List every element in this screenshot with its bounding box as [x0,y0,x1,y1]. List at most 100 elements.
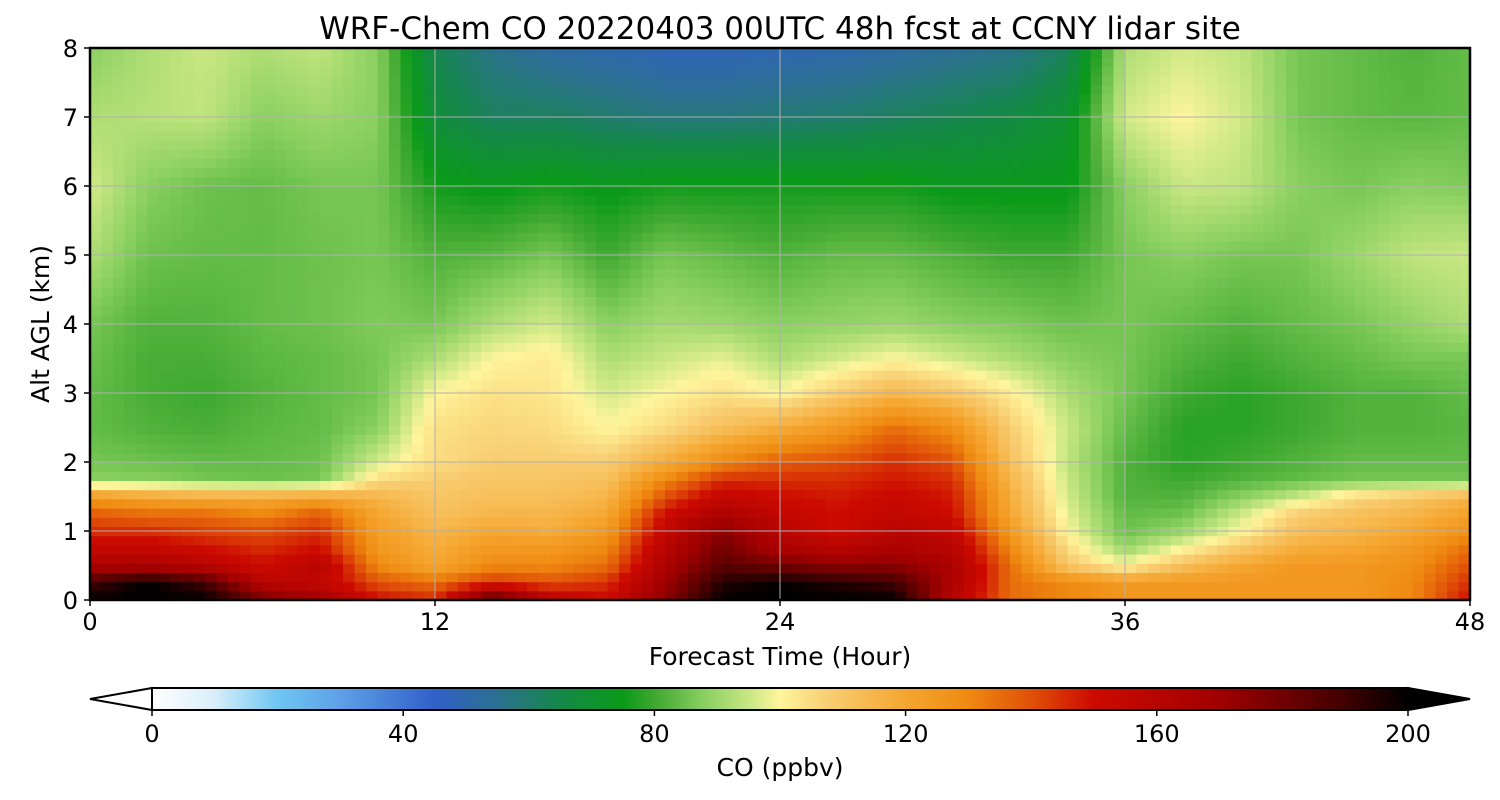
heatmap-cell [515,397,528,408]
heatmap-cell [837,296,850,307]
heatmap-cell [883,149,896,159]
heatmap-cell [573,167,586,178]
heatmap-cell [803,351,816,362]
heatmap-cell [147,241,160,251]
heatmap-cell [159,149,172,159]
heatmap-cell [113,158,126,169]
heatmap-cell [642,324,655,334]
heatmap-cell [849,360,862,371]
heatmap-cell [688,278,701,288]
heatmap-cell [791,186,804,196]
heatmap-cell [630,498,643,509]
heatmap-cell [205,213,218,224]
heatmap-cell [653,84,666,95]
heatmap-cell [193,563,206,573]
heatmap-cell [262,535,275,546]
heatmap-cell [147,563,160,573]
heatmap-cell [527,232,540,242]
heatmap-cell [699,406,712,417]
heatmap-cell [860,508,873,518]
heatmap-cell [504,590,517,601]
heatmap-cell [699,452,712,463]
heatmap-cell [607,508,620,518]
heatmap-cell [527,406,540,417]
heatmap-cell [469,204,482,215]
heatmap-cell [711,149,724,159]
heatmap-cell [814,590,827,601]
heatmap-cell [803,94,816,104]
heatmap-cell [699,590,712,601]
heatmap-cell [607,563,620,573]
heatmap-cell [734,278,747,288]
heatmap-cell [883,94,896,104]
heatmap-cell [653,158,666,169]
heatmap-cell [159,296,172,307]
heatmap-cell [1021,351,1034,362]
heatmap-cell [1010,121,1023,132]
heatmap-cell [435,204,448,215]
heatmap-cell [193,425,206,435]
heatmap-cell [538,84,551,95]
heatmap-cell [584,498,597,509]
heatmap-cell [308,342,321,353]
heatmap-cell [481,186,494,196]
heatmap-cell [124,563,137,573]
heatmap-cell [90,370,103,380]
heatmap-cell [343,287,356,297]
heatmap-cell [734,462,747,472]
heatmap-cell [331,296,344,307]
heatmap-cell [906,158,919,169]
heatmap-cell [837,48,850,58]
heatmap-cell [1033,434,1046,445]
heatmap-cell [308,195,321,205]
heatmap-cell [262,103,275,113]
heatmap-cell [446,351,459,362]
heatmap-cell [228,186,241,196]
heatmap-cell [860,554,873,564]
heatmap-cell [458,314,471,325]
heatmap-cell [435,535,448,546]
heatmap-cell [964,314,977,325]
heatmap-cell [872,167,885,178]
heatmap-cell [113,554,126,564]
heatmap-cell [136,140,149,150]
heatmap-cell [458,305,471,316]
heatmap-cell [918,167,931,178]
heatmap-cell [159,360,172,371]
heatmap-cell [803,232,816,242]
heatmap-cell [584,351,597,362]
heatmap-cell [274,121,287,132]
heatmap-cell [975,296,988,307]
heatmap-cell [159,498,172,509]
heatmap-cell [308,296,321,307]
heatmap-cell [952,167,965,178]
heatmap-cell [757,590,770,601]
heatmap-cell [596,314,609,325]
heatmap-cell [377,287,390,297]
heatmap-cell [952,287,965,297]
heatmap-cell [366,222,379,233]
heatmap-cell [354,498,367,509]
heatmap-cell [734,333,747,343]
heatmap-cell [113,324,126,334]
heatmap-cell [906,204,919,215]
heatmap-cell [377,103,390,113]
heatmap-cell [1010,84,1023,95]
heatmap-cell [998,590,1011,601]
heatmap-cell [550,480,563,491]
heatmap-cell [918,416,931,426]
heatmap-cell [423,204,436,215]
heatmap-cell [147,351,160,362]
heatmap-cell [481,590,494,601]
heatmap-cell [251,508,264,518]
heatmap-cell [1021,167,1034,178]
heatmap-cell [515,379,528,389]
heatmap-cell [952,544,965,555]
heatmap-cell [1033,416,1046,426]
heatmap-cell [366,268,379,279]
heatmap-cell [205,563,218,573]
heatmap-cell [297,121,310,132]
heatmap-cell [331,204,344,215]
heatmap-cell [469,84,482,95]
heatmap-cell [469,517,482,527]
